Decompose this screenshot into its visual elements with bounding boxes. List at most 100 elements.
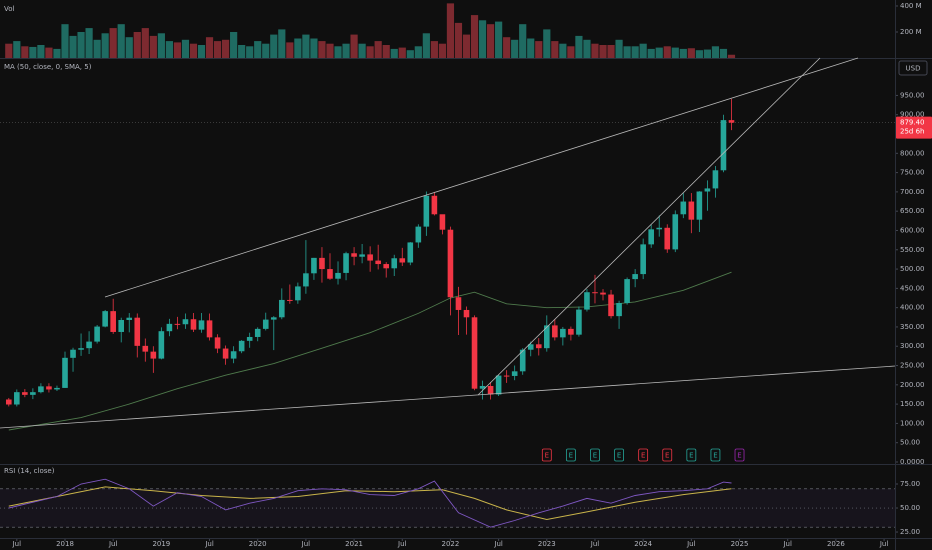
- earnings-box[interactable]: [638, 448, 649, 462]
- candle-body: [38, 386, 44, 393]
- volume-bar: [13, 41, 21, 58]
- earnings-label[interactable]: E: [665, 452, 669, 460]
- candle-body: [519, 349, 526, 372]
- x-tick-label: Jul: [686, 540, 696, 548]
- rsi-line: [8, 478, 732, 528]
- earnings-label[interactable]: E: [617, 452, 621, 460]
- volume-bar: [69, 35, 77, 58]
- volume-bar: [358, 43, 366, 58]
- candle-body: [696, 191, 703, 220]
- y-tick-label: 500.00: [900, 265, 925, 273]
- candle-body: [70, 349, 76, 358]
- candle-body: [190, 319, 197, 330]
- x-tick-label: 2018: [56, 540, 74, 548]
- y-tick-label: 350.00: [900, 323, 925, 331]
- earnings-label[interactable]: E: [545, 452, 549, 460]
- volume-bar: [165, 41, 173, 58]
- candle-body: [230, 351, 237, 359]
- candle-body: [728, 120, 735, 123]
- candle-body: [279, 299, 285, 318]
- candle-body: [198, 320, 205, 330]
- volume-bar: [679, 48, 687, 58]
- earnings-label[interactable]: E: [737, 452, 741, 460]
- earnings-box[interactable]: [565, 448, 576, 462]
- candle-body: [351, 253, 357, 257]
- candle-body: [303, 273, 309, 287]
- volume-bar: [591, 43, 599, 58]
- earnings-box[interactable]: [710, 448, 721, 462]
- candle-body: [632, 274, 638, 280]
- candle-body: [5, 399, 12, 405]
- volume-bar: [647, 48, 655, 58]
- candle-body: [680, 201, 687, 215]
- volume-bar: [286, 42, 294, 58]
- y-tick-label: 600.00: [900, 226, 925, 234]
- candle-body: [391, 258, 398, 269]
- volume-bar: [551, 41, 559, 58]
- candle-body: [30, 392, 36, 395]
- candle-body: [584, 292, 590, 310]
- candle-body: [367, 254, 373, 261]
- volume-bar: [85, 28, 93, 58]
- volume-bar: [671, 47, 679, 58]
- volume-bar: [655, 47, 663, 58]
- candle-body: [592, 292, 598, 294]
- volume-label: Vol: [4, 5, 15, 13]
- earnings-label[interactable]: E: [713, 452, 717, 460]
- candle-body: [704, 188, 711, 192]
- earnings-box[interactable]: [590, 448, 600, 462]
- currency[interactable]: USD: [906, 65, 921, 73]
- rsi-label: RSI (14, close): [4, 467, 55, 475]
- volume-bar: [125, 37, 133, 58]
- candle-body: [142, 345, 149, 352]
- volume-bar: [350, 34, 358, 58]
- earnings-label[interactable]: E: [641, 452, 645, 460]
- candle-body: [359, 254, 365, 257]
- earnings-box[interactable]: [541, 448, 552, 462]
- earnings-box[interactable]: [686, 448, 697, 462]
- earnings-label[interactable]: E: [593, 452, 597, 460]
- volume-bar: [117, 24, 125, 59]
- volume-bar: [61, 24, 69, 59]
- x-tick-label: 2019: [152, 540, 170, 548]
- volume-bar: [703, 49, 711, 58]
- candle-body: [415, 226, 422, 243]
- earnings-label[interactable]: E: [689, 452, 693, 460]
- x-tick-label: Jul: [12, 540, 22, 548]
- candle-body: [262, 319, 269, 329]
- trend-line: [477, 57, 821, 396]
- volume-bar: [222, 39, 230, 58]
- volume-bar: [535, 41, 543, 58]
- volume-bar: [446, 3, 455, 59]
- x-tick-label: Jul: [493, 540, 503, 548]
- candle-body: [552, 325, 558, 338]
- candle-body: [544, 325, 550, 349]
- volume-bar: [77, 31, 85, 58]
- currency-box[interactable]: [898, 60, 928, 76]
- y-tick-label: 300.00: [900, 342, 925, 350]
- x-tick-label: Jul: [590, 540, 600, 548]
- candle-body: [495, 375, 502, 395]
- candle-body: [407, 242, 414, 263]
- candle-body: [46, 386, 52, 390]
- earnings-label[interactable]: E: [569, 452, 573, 460]
- earnings-box[interactable]: [662, 448, 673, 462]
- candle-body: [616, 303, 622, 317]
- earnings-box[interactable]: [734, 448, 745, 462]
- x-tick-label: 2020: [249, 540, 267, 548]
- candle-body: [720, 120, 727, 171]
- x-tick-label: Jul: [879, 540, 889, 548]
- candle-body: [22, 392, 28, 395]
- volume-bar: [342, 43, 350, 58]
- volume-bar: [623, 46, 631, 58]
- ma-label: MA (50, close, 0, SMA, 5): [4, 63, 92, 71]
- volume-bar: [719, 48, 728, 58]
- x-tick-label: Jul: [301, 540, 311, 548]
- y-tick-label: 650.00: [900, 207, 925, 215]
- price-tag-value: 879.40: [900, 119, 925, 127]
- earnings-box[interactable]: [614, 448, 624, 462]
- volume-bar: [430, 41, 438, 58]
- volume-bar: [711, 46, 720, 58]
